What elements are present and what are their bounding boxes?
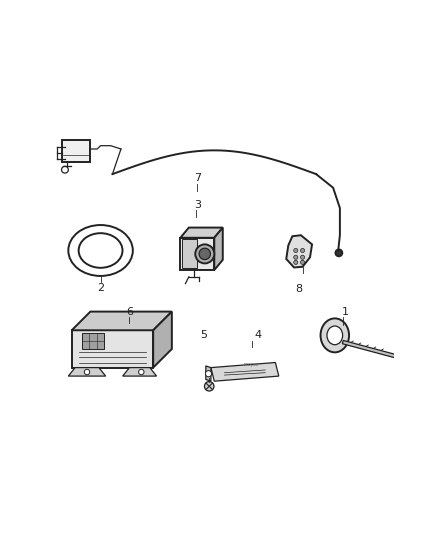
- Ellipse shape: [327, 326, 343, 345]
- Polygon shape: [72, 312, 172, 330]
- Polygon shape: [61, 140, 90, 162]
- Polygon shape: [180, 228, 223, 238]
- Text: 4: 4: [255, 330, 262, 341]
- Polygon shape: [214, 228, 223, 270]
- Circle shape: [300, 248, 304, 253]
- Text: 6: 6: [126, 306, 133, 317]
- Circle shape: [294, 248, 298, 253]
- Polygon shape: [286, 235, 312, 268]
- Circle shape: [300, 260, 304, 264]
- Polygon shape: [82, 333, 104, 349]
- Polygon shape: [153, 312, 172, 368]
- Ellipse shape: [321, 318, 349, 352]
- Circle shape: [294, 255, 298, 260]
- Polygon shape: [123, 368, 156, 376]
- Text: mopar: mopar: [244, 362, 260, 367]
- Text: 8: 8: [296, 285, 303, 294]
- Circle shape: [199, 248, 211, 260]
- Polygon shape: [206, 366, 211, 381]
- Text: 1: 1: [342, 306, 349, 317]
- Text: 3: 3: [194, 200, 201, 210]
- Circle shape: [300, 255, 304, 260]
- Text: 7: 7: [194, 173, 201, 183]
- Circle shape: [205, 382, 214, 391]
- Text: 5: 5: [201, 330, 208, 341]
- Circle shape: [205, 370, 212, 377]
- Circle shape: [84, 369, 90, 375]
- Circle shape: [61, 166, 68, 173]
- Circle shape: [294, 260, 298, 264]
- Circle shape: [138, 369, 144, 375]
- Polygon shape: [72, 330, 153, 368]
- Polygon shape: [68, 368, 106, 376]
- Polygon shape: [211, 362, 279, 381]
- Circle shape: [195, 245, 214, 263]
- Polygon shape: [180, 238, 214, 270]
- Polygon shape: [182, 239, 197, 268]
- Text: 2: 2: [97, 282, 104, 293]
- Polygon shape: [343, 341, 396, 358]
- Circle shape: [336, 249, 342, 256]
